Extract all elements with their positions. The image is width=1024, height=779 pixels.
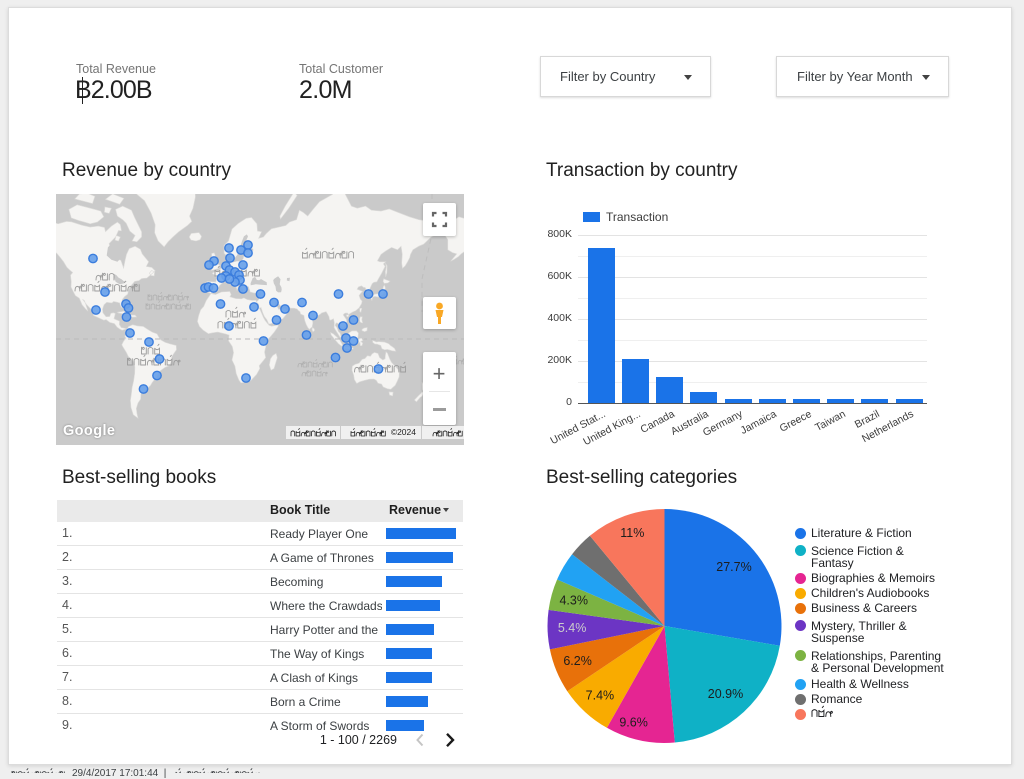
svg-text:4.3%: 4.3% [559,594,588,608]
svg-text:5.4%: 5.4% [558,621,587,635]
svg-text:20.9%: 20.9% [708,687,743,701]
svg-text:27.7%: 27.7% [716,560,751,574]
svg-text:11%: 11% [620,526,644,540]
svg-text:9.6%: 9.6% [619,715,648,729]
svg-text:7.4%: 7.4% [586,689,615,703]
svg-text:6.2%: 6.2% [563,654,592,668]
